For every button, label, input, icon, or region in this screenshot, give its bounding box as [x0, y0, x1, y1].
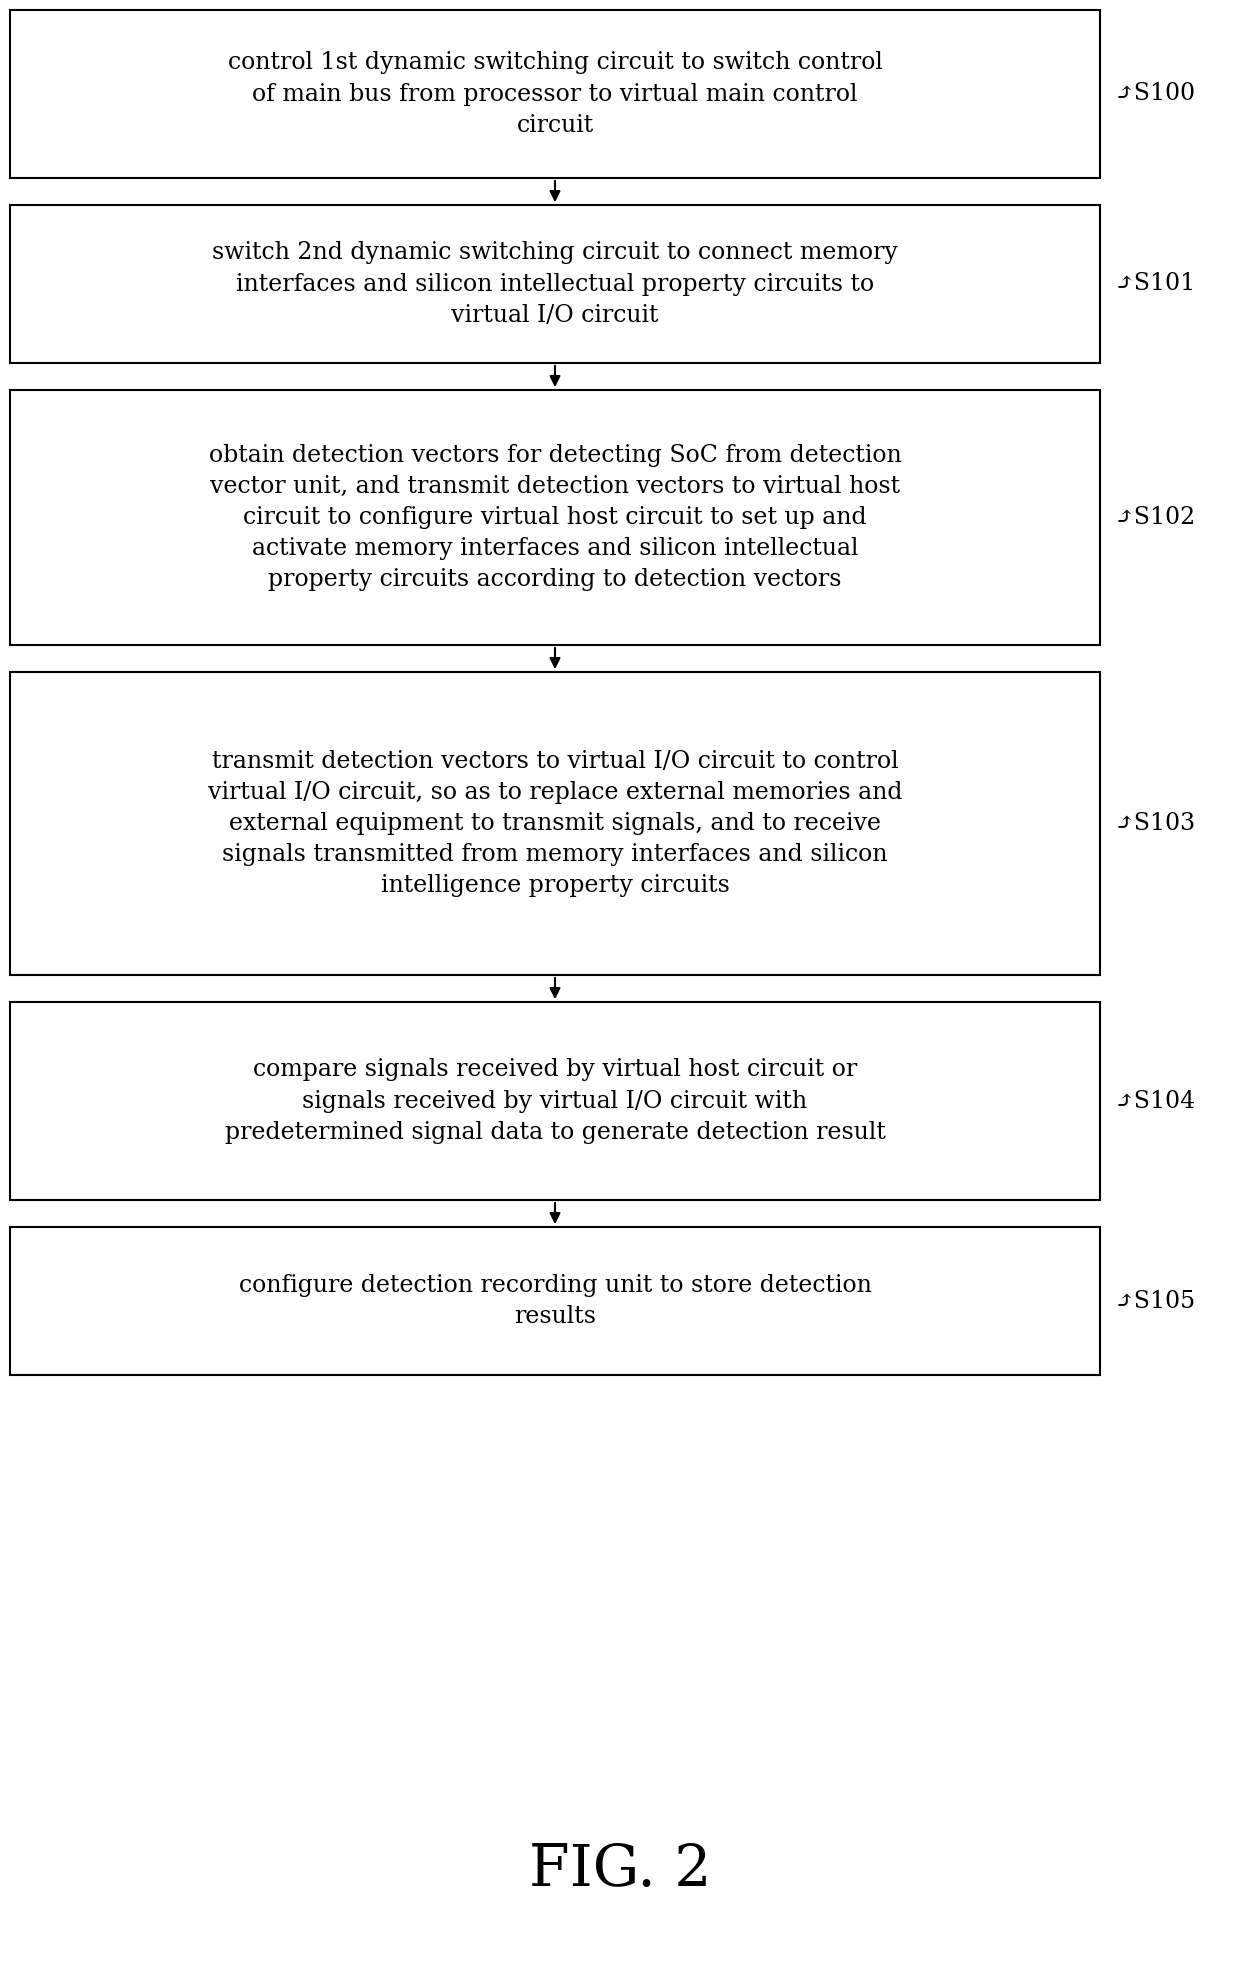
Text: ⤴S101: ⤴S101 — [1115, 273, 1197, 295]
Text: ⤴S102: ⤴S102 — [1115, 506, 1197, 529]
Bar — [10, 1001, 1100, 1200]
Text: ⤴S100: ⤴S100 — [1115, 83, 1197, 106]
Text: configure detection recording unit to store detection
results: configure detection recording unit to st… — [238, 1275, 872, 1328]
Text: ⤴S105: ⤴S105 — [1115, 1290, 1197, 1312]
Text: transmit detection vectors to virtual I/O circuit to control
virtual I/O circuit: transmit detection vectors to virtual I/… — [208, 749, 903, 897]
Text: obtain detection vectors for detecting SoC from detection
vector unit, and trans: obtain detection vectors for detecting S… — [208, 445, 901, 592]
Text: FIG. 2: FIG. 2 — [528, 1841, 712, 1898]
Bar — [10, 673, 1100, 976]
Bar — [10, 10, 1100, 177]
Text: switch 2nd dynamic switching circuit to connect memory
interfaces and silicon in: switch 2nd dynamic switching circuit to … — [212, 242, 898, 327]
Text: compare signals received by virtual host circuit or
signals received by virtual : compare signals received by virtual host… — [224, 1058, 885, 1143]
Text: control 1st dynamic switching circuit to switch control
of main bus from process: control 1st dynamic switching circuit to… — [228, 51, 883, 136]
Text: ⤴S103: ⤴S103 — [1115, 812, 1197, 836]
Bar — [10, 389, 1100, 645]
Bar — [10, 205, 1100, 364]
Bar — [10, 1227, 1100, 1375]
Text: ⤴S104: ⤴S104 — [1115, 1090, 1197, 1113]
